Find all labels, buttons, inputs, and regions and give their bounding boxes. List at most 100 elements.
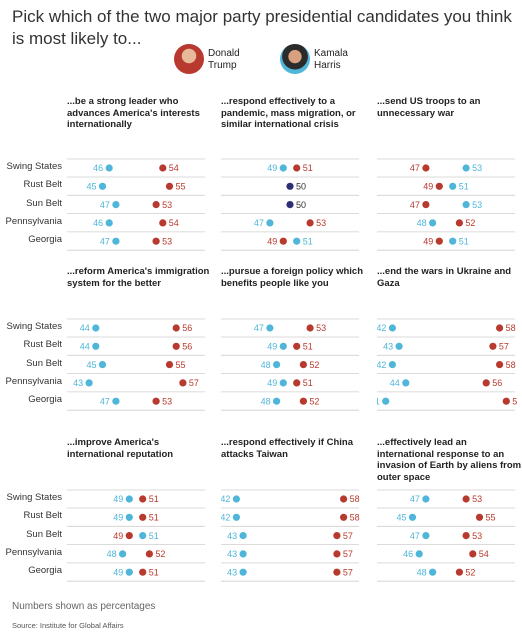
harris-dot bbox=[449, 237, 457, 245]
harris-dot bbox=[429, 219, 437, 227]
harris-value-label: 47 bbox=[410, 494, 420, 504]
harris-dot bbox=[239, 532, 247, 540]
dot-plot: 56 44 56 44 55 45 57 43 53 47 bbox=[67, 318, 205, 411]
harris-dot bbox=[139, 532, 147, 540]
trump-dot bbox=[159, 164, 167, 172]
trump-value-label: 58 bbox=[506, 323, 516, 333]
trump-value-label: 53 bbox=[162, 236, 172, 246]
harris-dot bbox=[402, 379, 410, 387]
trump-dot bbox=[145, 550, 153, 558]
harris-value-label: 53 bbox=[472, 163, 482, 173]
trump-value-label: 57 bbox=[343, 549, 353, 559]
trump-value-label: 57 bbox=[499, 342, 509, 352]
harris-value-label: 48 bbox=[417, 218, 427, 228]
trump-dot bbox=[139, 495, 147, 503]
harris-value-label: 44 bbox=[80, 323, 90, 333]
panel: ...reform America's immigration system f… bbox=[67, 266, 209, 436]
region-label: Georgia bbox=[28, 234, 62, 246]
trump-dot bbox=[306, 324, 314, 332]
region-label: Georgia bbox=[28, 565, 62, 577]
harris-dot bbox=[382, 397, 390, 405]
trump-dot bbox=[340, 513, 348, 521]
trump-dot bbox=[139, 513, 147, 521]
tie-label: 50 bbox=[296, 200, 306, 210]
trump-dot bbox=[159, 219, 167, 227]
footnote: Numbers shown as percentages bbox=[12, 601, 156, 612]
harris-dot bbox=[92, 342, 100, 350]
dot-plot: 51 49 51 49 49 51 52 48 51 49 bbox=[67, 489, 205, 582]
trump-value-label: 57 bbox=[343, 567, 353, 577]
region-label: Sun Belt bbox=[26, 197, 62, 209]
trump-dot bbox=[333, 550, 341, 558]
harris-dot bbox=[112, 201, 120, 209]
harris-value-label: 51 bbox=[459, 236, 469, 246]
panel-title: ...respond effectively to a pandemic, ma… bbox=[221, 96, 356, 130]
harris-dot bbox=[293, 237, 301, 245]
harris-value-label: 48 bbox=[107, 549, 117, 559]
harris-value-label: 47 bbox=[410, 531, 420, 541]
harris-value-label: 44 bbox=[390, 378, 400, 388]
harris-dot bbox=[239, 568, 247, 576]
harris-value-label: 49 bbox=[113, 567, 123, 577]
harris-value-label: 51 bbox=[303, 236, 313, 246]
harris-value-label: 49 bbox=[113, 513, 123, 523]
trump-value-label: 54 bbox=[169, 218, 179, 228]
trump-dot bbox=[152, 397, 160, 405]
trump-value-label: 57 bbox=[189, 378, 199, 388]
panel-title: ...respond effectively if China attacks … bbox=[221, 437, 353, 460]
trump-dot bbox=[496, 324, 504, 332]
harris-dot bbox=[105, 164, 113, 172]
trump-value-label: 52 bbox=[309, 360, 319, 370]
panel-title: ...end the wars in Ukraine and Gaza bbox=[377, 266, 512, 289]
harris-value-label: 49 bbox=[113, 494, 123, 504]
trump-dot bbox=[172, 342, 180, 350]
trump-value-label: 58 bbox=[350, 513, 360, 523]
trump-value-label: 59 bbox=[512, 396, 517, 406]
harris-value-label: 43 bbox=[227, 531, 237, 541]
harris-dot bbox=[125, 513, 133, 521]
trump-dot bbox=[172, 324, 180, 332]
source: Source: Institute for Global Affairs bbox=[12, 621, 124, 630]
harris-dot bbox=[273, 361, 281, 369]
harris-dot bbox=[462, 164, 470, 172]
harris-dot bbox=[408, 513, 417, 521]
harris-value-label: 47 bbox=[100, 200, 110, 210]
trump-dot bbox=[293, 164, 301, 172]
trump-dot bbox=[340, 495, 348, 503]
panel: ...improve America's international reput… bbox=[67, 437, 205, 607]
harris-value-label: 42 bbox=[221, 513, 230, 523]
harris-value-label: 47 bbox=[100, 236, 110, 246]
harris-dot bbox=[119, 550, 127, 558]
trump-dot bbox=[469, 550, 477, 558]
harris-value-label: 43 bbox=[227, 549, 237, 559]
harris-dot bbox=[415, 550, 423, 558]
harris-dot bbox=[279, 164, 287, 172]
trump-dot bbox=[489, 342, 497, 350]
dot-plot: 47 53 49 51 47 53 52 48 49 51 bbox=[377, 158, 515, 251]
trump-value-label: 56 bbox=[182, 323, 192, 333]
trump-dot bbox=[293, 379, 301, 387]
trump-value-label: 49 bbox=[113, 531, 123, 541]
trump-value-label: 47 bbox=[410, 200, 420, 210]
harris-value-label: 47 bbox=[254, 218, 264, 228]
dot-plot: 53 47 55 45 53 47 54 46 52 48 bbox=[377, 489, 515, 582]
trump-dot bbox=[475, 513, 484, 521]
harris-avatar bbox=[280, 44, 310, 74]
tie-label: 50 bbox=[296, 182, 306, 192]
harris-dot bbox=[388, 324, 396, 332]
harris-dot bbox=[105, 219, 113, 227]
trump-dot bbox=[422, 201, 430, 209]
trump-dot bbox=[435, 237, 443, 245]
harris-value-label: 48 bbox=[417, 567, 427, 577]
harris-value-label: 51 bbox=[149, 531, 159, 541]
harris-dot bbox=[112, 397, 120, 405]
harris-value-label: 46 bbox=[93, 218, 103, 228]
harris-dot bbox=[125, 568, 133, 576]
harris-dot bbox=[112, 237, 120, 245]
harris-dot bbox=[85, 379, 93, 387]
trump-value-label: 51 bbox=[149, 494, 159, 504]
harris-value-label: 45 bbox=[86, 360, 96, 370]
trump-dot bbox=[299, 361, 307, 369]
region-label: Swing States bbox=[6, 161, 62, 172]
harris-dot bbox=[395, 342, 403, 350]
